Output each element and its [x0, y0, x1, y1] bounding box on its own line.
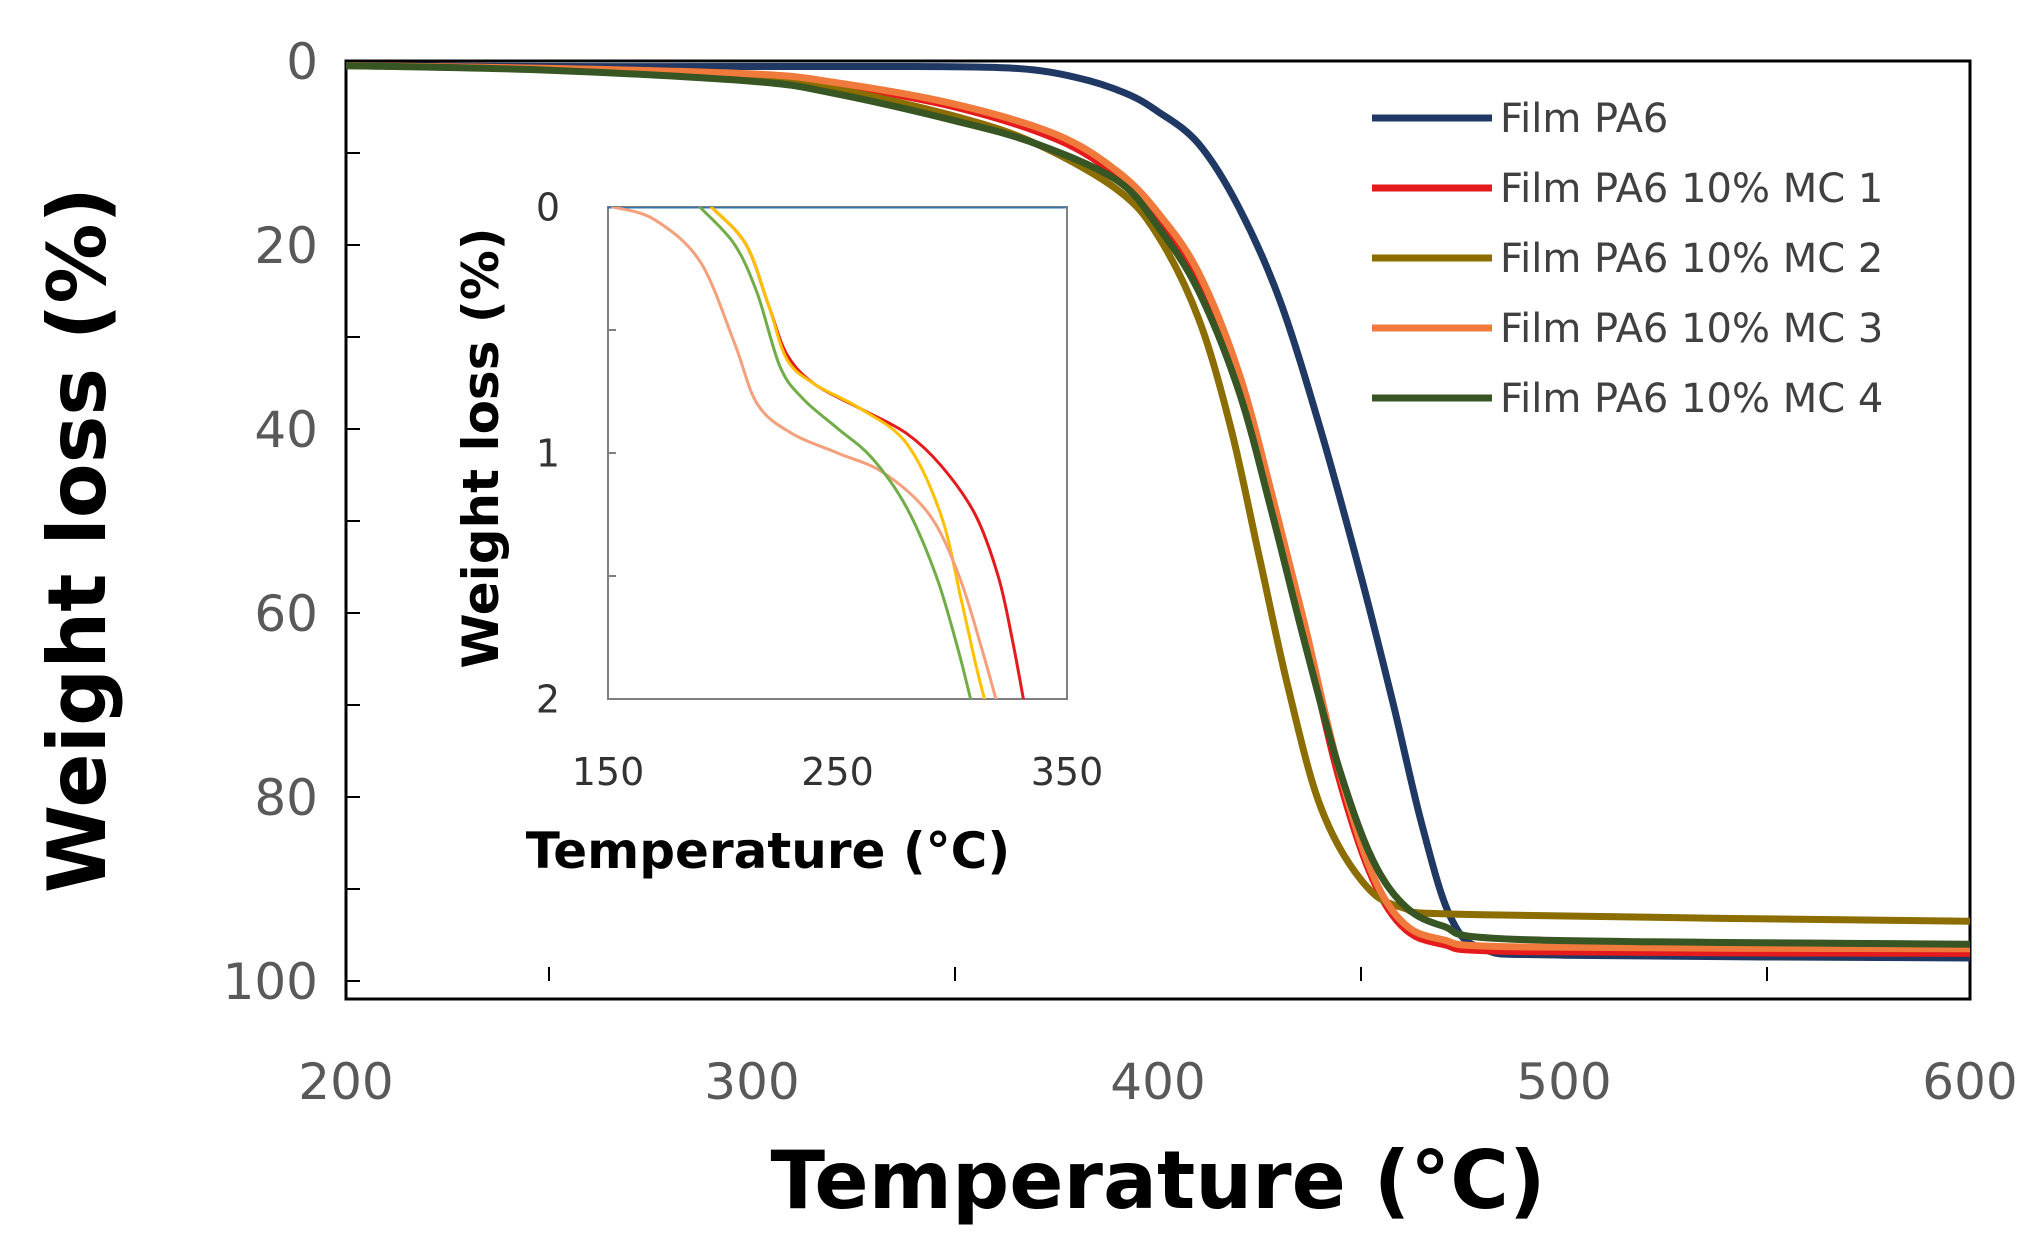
inset-x-axis-title: Temperature (°C): [526, 822, 1010, 880]
y-tick-label: 2: [536, 678, 560, 722]
y-tick-label: 80: [254, 769, 318, 827]
y-tick-label: 20: [254, 217, 318, 275]
main-series-film-pa6-10-mc-3: [346, 62, 1970, 953]
y-tick-label: 0: [536, 186, 560, 230]
legend: Film PA6 Film PA6 10% MC 1 Film PA6 10% MC…: [1372, 96, 1883, 422]
legend-label-film-pa6-10-mc-3: Film PA6 10% MC 3: [1500, 306, 1883, 352]
x-tick-label: 350: [1031, 750, 1104, 794]
y-tick-label: 0: [286, 33, 318, 91]
inset-series-mc-2: [709, 207, 986, 699]
x-tick-label: 200: [298, 1053, 393, 1111]
inset-axis-ticks: 150 250 350 0 1 2: [536, 186, 1103, 794]
x-tick-label: 500: [1516, 1053, 1611, 1111]
main-x-axis-title: Temperature (°C): [770, 1134, 1545, 1227]
legend-label-film-pa6-10-mc-2: Film PA6 10% MC 2: [1500, 236, 1883, 282]
legend-label-film-pa6-10-mc-4: Film PA6 10% MC 4: [1500, 376, 1883, 422]
inset-series-mc-4: [698, 207, 973, 699]
inset-y-axis-title: Weight loss (%): [452, 227, 510, 668]
x-tick-label: 250: [801, 750, 874, 794]
y-tick-label: 100: [223, 953, 318, 1011]
main-series-group: [346, 62, 1970, 962]
x-tick-label: 300: [704, 1053, 799, 1111]
y-tick-label: 1: [536, 432, 560, 476]
main-series-film-pa6: [346, 62, 1970, 962]
y-tick-label: 60: [254, 585, 318, 643]
x-tick-label: 600: [1922, 1053, 2017, 1111]
inset-series-group: [608, 207, 1067, 699]
legend-label-film-pa6: Film PA6: [1500, 96, 1668, 142]
inset-series-mc-3: [611, 207, 998, 699]
legend-label-film-pa6-10-mc-1: Film PA6 10% MC 1: [1500, 166, 1883, 212]
y-tick-label: 40: [254, 401, 318, 459]
x-tick-label: 150: [572, 750, 645, 794]
main-series-film-pa6-10-mc-4: [346, 62, 1970, 948]
x-tick-label: 400: [1110, 1053, 1205, 1111]
main-y-axis-title: Weight loss (%): [31, 187, 124, 893]
